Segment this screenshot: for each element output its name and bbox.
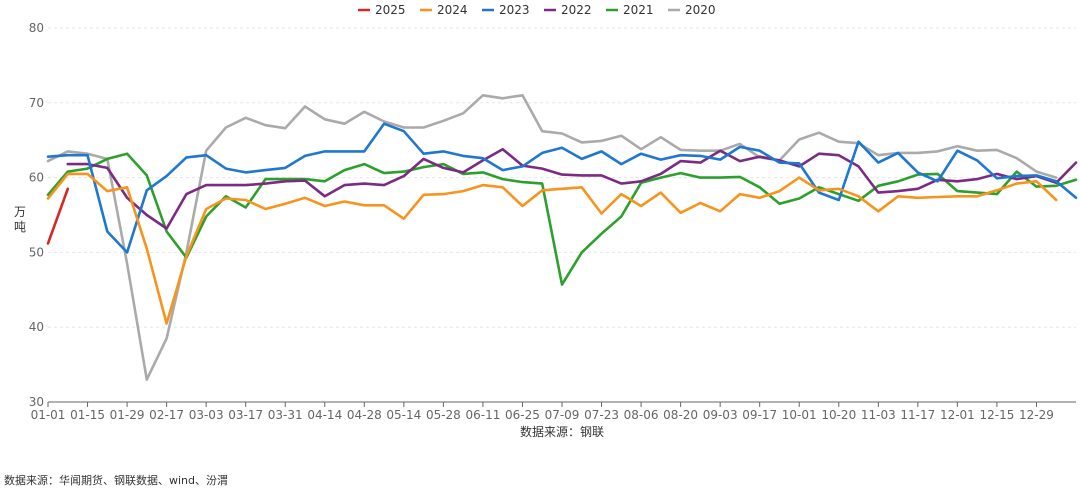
x-tick-label-04-28: 04-28 [347,408,382,422]
y-tick-label-50: 50 [29,245,44,259]
x-tick-label-07-23: 07-23 [584,408,619,422]
x-tick-label-01-15: 01-15 [70,408,105,422]
x-tick-label-07-09: 07-09 [545,408,580,422]
legend-label-2023: 2023 [499,3,530,17]
legend-label-2022: 2022 [561,3,592,17]
y-tick-label-30: 30 [29,395,44,409]
x-tick-label-01-01: 01-01 [31,408,66,422]
x-tick-label-09-03: 09-03 [703,408,738,422]
x-tick-label-05-28: 05-28 [426,408,461,422]
x-tick-label-12-01: 12-01 [940,408,975,422]
x-tick-label-05-14: 05-14 [386,408,421,422]
legend-label-2020: 2020 [685,3,716,17]
x-tick-label-01-29: 01-29 [110,408,145,422]
y-axis-title: 万吨 [14,205,26,234]
series-line-2024 [46,172,1058,325]
x-tick-label-08-06: 08-06 [624,408,659,422]
series-line-2020 [46,94,1058,381]
x-tick-label-09-17: 09-17 [742,408,777,422]
legend-label-2025: 2025 [375,3,406,17]
x-axis-title: 数据来源：钢联 [520,424,604,439]
line-chart: 30 40 50 60 70 80 01-01 01-15 01-29 02-17 03-03 03-… [14,3,1078,439]
x-tick-label-04-14: 04-14 [307,408,342,422]
x-tick-label-11-03: 11-03 [861,408,896,422]
x-tick-label-12-29: 12-29 [1019,408,1054,422]
x-tick-label-11-17: 11-17 [900,408,935,422]
series-line-2023 [46,122,1078,254]
y-tick-label-60: 60 [29,171,44,185]
y-tick-label-40: 40 [29,320,44,334]
x-tick-label-10-01: 10-01 [782,408,817,422]
footer-source-note: 数据来源：华闻期货、钢联数据、wind、汾渭 [4,474,229,487]
x-tick-label-03-17: 03-17 [228,408,263,422]
x-tick-label-02-17: 02-17 [149,408,184,422]
x-tick-label-12-15: 12-15 [979,408,1014,422]
series-line-2022 [66,147,1078,230]
legend-label-2021: 2021 [623,3,654,17]
y-tick-label-70: 70 [29,96,44,110]
x-tick-label-08-20: 08-20 [663,408,698,422]
x-tick-label-06-25: 06-25 [505,408,540,422]
x-tick-label-10-20: 10-20 [821,408,856,422]
chart-canvas: 30 40 50 60 70 80 01-01 01-15 01-29 02-17 03-03 03-… [14,3,1078,439]
x-tick-label-03-31: 03-31 [268,408,303,422]
x-tick-label-03-03: 03-03 [189,408,224,422]
legend-label-2024: 2024 [437,3,468,17]
x-tick-label-06-11: 06-11 [465,408,500,422]
series-line-2025 [46,187,70,245]
y-tick-label-80: 80 [29,21,44,35]
